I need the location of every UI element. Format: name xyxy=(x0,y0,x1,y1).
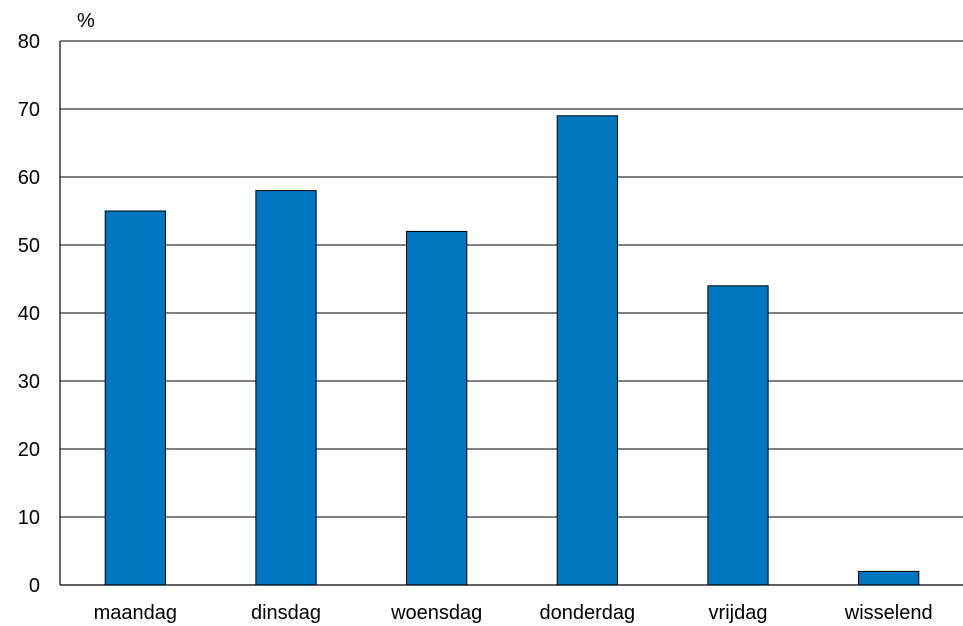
y-tick-label: 80 xyxy=(18,31,40,53)
y-tick-label: 50 xyxy=(18,235,40,257)
y-tick-label: 20 xyxy=(18,439,40,461)
y-tick-label: 10 xyxy=(18,507,40,529)
x-tick-labels: maandag dinsdag woensdag donderdag vrijdag wi… xyxy=(94,602,933,624)
x-tick-label: woensdag xyxy=(390,602,482,624)
bar-dinsdag xyxy=(255,190,317,586)
gridlines xyxy=(60,40,963,518)
y-axis-unit-label: % xyxy=(77,10,95,32)
y-tick-label: 40 xyxy=(18,303,40,325)
axes xyxy=(59,41,963,586)
bar-maandag xyxy=(104,210,166,586)
x-tick-label: dinsdag xyxy=(251,602,321,624)
bar-wisselend xyxy=(858,570,920,586)
bar-woensdag xyxy=(406,230,468,586)
bars xyxy=(104,115,920,586)
y-tick-label: 70 xyxy=(18,99,40,121)
y-tick-label: 0 xyxy=(29,575,40,597)
x-tick-label: wisselend xyxy=(844,602,933,624)
y-tick-labels: 0 10 20 30 40 50 60 70 80 xyxy=(18,31,40,597)
y-tick-label: 60 xyxy=(18,167,40,189)
x-tick-label: donderdag xyxy=(540,602,636,624)
x-tick-label: vrijdag xyxy=(709,602,768,624)
x-tick-label: maandag xyxy=(94,602,177,624)
y-tick-label: 30 xyxy=(18,371,40,393)
bar-donderdag xyxy=(556,115,618,586)
bar-vrijdag xyxy=(707,285,769,586)
